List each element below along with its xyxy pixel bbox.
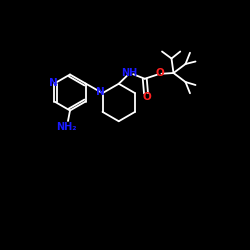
Text: O: O (155, 68, 164, 78)
Text: NH₂: NH₂ (56, 122, 77, 132)
Text: N: N (49, 78, 58, 88)
Text: NH: NH (122, 68, 138, 78)
Text: N: N (96, 87, 104, 97)
Text: O: O (142, 92, 151, 102)
